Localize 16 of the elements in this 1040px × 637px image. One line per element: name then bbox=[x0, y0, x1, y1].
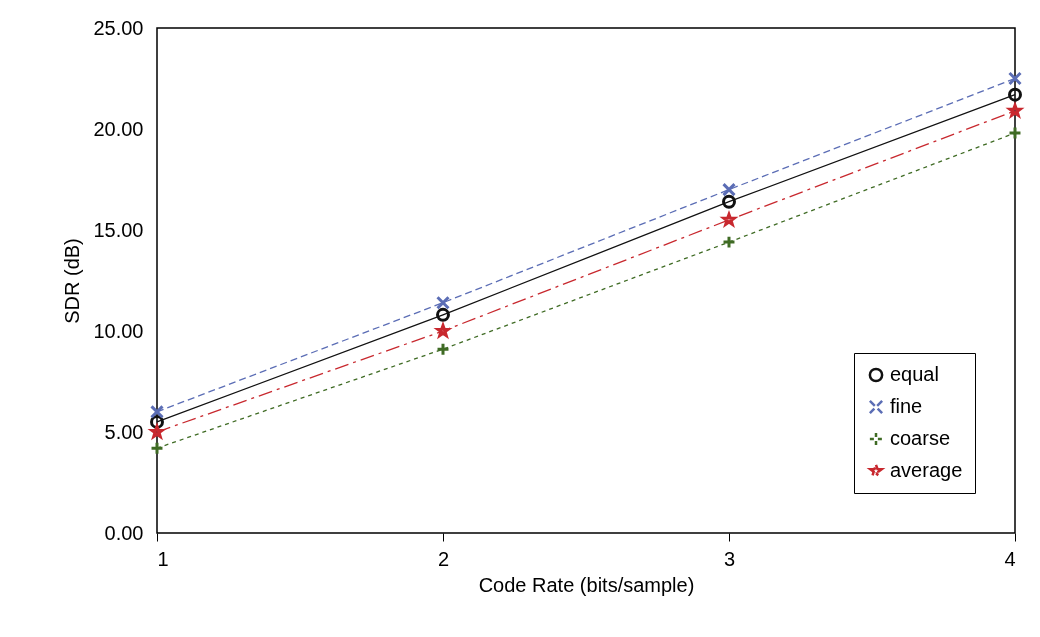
legend-label: average bbox=[890, 459, 963, 481]
y-tick-label: 5.00 bbox=[104, 420, 144, 443]
y-tick-label: 20.00 bbox=[93, 117, 144, 140]
y-axis-title: SDR (dB) bbox=[61, 238, 84, 324]
y-tick-label: 0.00 bbox=[104, 521, 144, 544]
legend-label: coarse bbox=[890, 427, 951, 449]
x-tick-label: 3 bbox=[723, 547, 736, 570]
y-tick-label: 25.00 bbox=[93, 16, 144, 39]
y-tick-label: 15.00 bbox=[93, 218, 144, 241]
legend-label: equal bbox=[890, 363, 939, 385]
x-tick-label: 4 bbox=[1004, 547, 1016, 570]
x-axis-title: Code Rate (bits/sample) bbox=[478, 573, 695, 596]
x-tick-label: 1 bbox=[157, 547, 169, 570]
y-tick-label: 10.00 bbox=[93, 319, 144, 342]
legend-label: fine bbox=[890, 395, 923, 417]
x-tick-label: 2 bbox=[437, 547, 450, 570]
